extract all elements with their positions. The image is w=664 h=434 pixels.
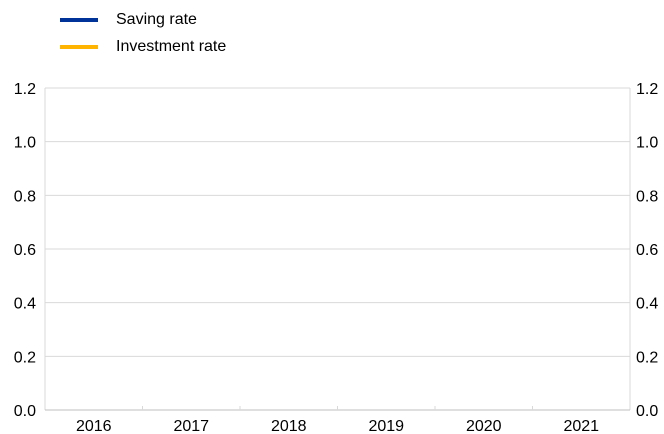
y-tick-label-right-5: 1.0	[636, 135, 658, 152]
y-tick-label-right-6: 1.2	[636, 81, 658, 98]
x-tick-label-2021: 2021	[563, 418, 599, 434]
chart-legend: Saving rate Investment rate	[60, 6, 226, 60]
x-tick-label-2016: 2016	[76, 418, 112, 434]
legend-label-saving-rate: Saving rate	[116, 10, 197, 28]
y-tick-label-left-0: 0.0	[14, 403, 36, 420]
y-tick-label-right-3: 0.6	[636, 242, 658, 259]
x-tick-label-2018: 2018	[271, 418, 307, 434]
y-tick-label-left-1: 0.2	[14, 349, 36, 366]
y-tick-label-right-0: 0.0	[636, 403, 658, 420]
y-tick-label-left-4: 0.8	[14, 188, 36, 205]
legend-swatch-saving-rate	[60, 17, 98, 22]
y-tick-label-left-5: 1.0	[14, 135, 36, 152]
legend-item-investment-rate: Investment rate	[60, 33, 226, 60]
x-tick-label-2019: 2019	[368, 418, 404, 434]
legend-label-investment-rate: Investment rate	[116, 37, 227, 55]
y-tick-label-left-2: 0.4	[14, 296, 36, 313]
legend-swatch-investment-rate	[60, 44, 98, 49]
y-tick-label-left-3: 0.6	[14, 242, 36, 259]
x-tick-label-2017: 2017	[173, 418, 209, 434]
legend-item-saving-rate: Saving rate	[60, 6, 226, 33]
y-tick-label-left-6: 1.2	[14, 81, 36, 98]
y-tick-label-right-2: 0.4	[636, 296, 658, 313]
y-tick-label-right-4: 0.8	[636, 188, 658, 205]
x-tick-label-2020: 2020	[466, 418, 502, 434]
y-tick-label-right-1: 0.2	[636, 349, 658, 366]
